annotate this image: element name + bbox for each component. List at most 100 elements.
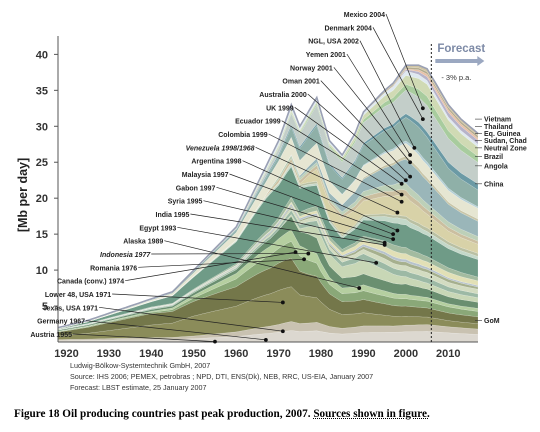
peak-marker-texas-usa-1971: [280, 329, 285, 334]
peak-labels: Austria 1955 Germany 1967 Texas, USA 1971 L…: [30, 12, 425, 344]
x-tick-label: 1990: [351, 348, 375, 360]
peak-marker-austria-1955: [213, 339, 217, 344]
peak-label-australia-2000: Australia 2000: [259, 92, 307, 99]
peak-label-venezuela-1998-1968: Venezuela 1998/1968: [186, 145, 255, 152]
peak-marker-argentina-1998: [395, 228, 400, 233]
leader-line-malaysia-1997: [229, 173, 394, 235]
forecast-arrow: [435, 56, 485, 66]
peak-label-yemen-2001: Yemen 2001: [306, 52, 346, 59]
peak-marker-alaska-1989: [357, 286, 362, 290]
leader-line-yemen-2001: [346, 53, 411, 156]
y-tick-label: 25: [36, 157, 48, 169]
peak-label-malaysia-1997: Malaysia 1997: [182, 172, 229, 179]
leader-line-texas-usa-1971: [99, 306, 283, 332]
peak-marker-canada-conv-1974: [293, 250, 298, 255]
leader-line-uk-1999: [294, 107, 402, 185]
leader-line-denmark-2004: [372, 27, 424, 120]
right-label-eq-guinea: Eq. Guinea: [484, 131, 521, 138]
peak-label-gabon-1997: Gabon 1997: [176, 185, 216, 192]
right-label-gom: GoM: [484, 318, 500, 325]
leader-line-syria-1995: [203, 200, 385, 244]
caption-sources: Sources shown in figure.: [313, 408, 430, 420]
oil-production-chart: 5 10 15 20 25 30 35 40 1920 1930 1940 1950 1960 1970 1…: [16, 12, 527, 360]
peak-marker-lower-48-usa-1971: [280, 300, 285, 305]
figure-caption: Figure 18 Oil producing countries past p…: [14, 408, 430, 420]
leader-line-venezuela-1998-1968: [255, 147, 398, 213]
right-label-brazil: Brazil: [484, 154, 503, 161]
x-tick-label: 1920: [54, 348, 78, 360]
leader-line-india-1995: [190, 213, 385, 246]
forecast-annotation: Forecast - 3% p.a.: [430, 43, 485, 342]
source-line-1: Ludwig-Bölkow-Systemtechnik GmbH, 2007: [70, 361, 211, 370]
peak-label-indonesia-1977: Indonesia 1977: [100, 252, 151, 259]
peak-label-ecuador-1999: Ecuador 1999: [235, 119, 281, 126]
peak-label-austria-1955: Austria 1955: [30, 332, 72, 339]
peak-label-lower-48-usa-1971: Lower 48, USA 1971: [45, 292, 111, 299]
x-tick-label: 2010: [436, 348, 460, 360]
leader-line-gabon-1997: [216, 186, 394, 240]
x-tick-label: 2000: [394, 348, 418, 360]
y-tick-label: 40: [36, 49, 48, 61]
x-tick-label: 1970: [266, 348, 290, 360]
total-production-line: [57, 64, 479, 329]
y-tick-label: 15: [36, 229, 48, 241]
source-line-3: Forecast: LBST estimate, 25 January 2007: [70, 383, 207, 392]
peak-marker-uk-1999: [399, 181, 404, 186]
leader-line-egypt-1993: [177, 226, 377, 264]
peak-marker-ecuador-1999: [399, 192, 404, 197]
leader-line-argentina-1998: [242, 160, 398, 231]
x-tick-label: 1940: [139, 348, 163, 360]
peak-label-ngl-usa-2002: NGL, USA 2002: [308, 39, 359, 46]
peak-label-canada-conv-1974: Canada (conv.) 1974: [57, 279, 124, 286]
peak-label-mexico-2004: Mexico 2004: [344, 12, 385, 19]
y-tick-label: 5: [42, 301, 48, 313]
peak-label-denmark-2004: Denmark 2004: [324, 25, 372, 32]
forecast-label: Forecast: [437, 43, 485, 55]
peak-label-alaska-1989: Alaska 1989: [123, 239, 163, 246]
peak-marker-egypt-1993: [374, 261, 379, 265]
peak-label-colombia-1999: Colombia 1999: [218, 132, 268, 139]
leader-line-ecuador-1999: [281, 120, 402, 195]
x-tick-label: 1960: [224, 348, 248, 360]
peak-label-romania-1976: Romania 1976: [90, 265, 137, 272]
axes: 5 10 15 20 25 30 35 40 1920 1930 1940 1950 1960 1970 1…: [36, 36, 478, 360]
peak-marker-venezuela-1998-1968: [395, 210, 400, 215]
peak-marker-mexico-2004: [420, 106, 425, 111]
stacked-areas: [57, 65, 479, 343]
leader-line-colombia-1999: [268, 133, 402, 203]
peak-marker-malaysia-1997: [391, 232, 396, 237]
leader-line-germany-1967: [86, 320, 266, 341]
leader-line-austria-1955: [72, 333, 215, 342]
right-label-thailand: Thailand: [484, 124, 513, 131]
forecast-rate-label: - 3% p.a.: [441, 73, 471, 82]
peak-marker-romania-1976: [302, 257, 306, 262]
peak-label-texas-usa-1971: Texas, USA 1971: [43, 305, 98, 312]
leader-line-oman-2001: [320, 80, 411, 177]
peak-label-norway-2001: Norway 2001: [290, 65, 333, 72]
leader-line-mexico-2004: [385, 13, 424, 109]
x-tick-label: 1930: [97, 348, 121, 360]
x-tick-label: 1980: [309, 348, 333, 360]
y-tick-label: 30: [36, 121, 48, 133]
peak-marker-syria-1995: [382, 240, 387, 245]
peak-marker-australia-2000: [403, 178, 408, 183]
peak-label-india-1995: India 1995: [156, 212, 190, 219]
peak-marker-germany-1967: [263, 337, 268, 342]
peak-label-argentina-1998: Argentina 1998: [191, 159, 241, 166]
right-label-sudan-chad: Sudan, Chad: [484, 138, 527, 145]
total-outline: [57, 64, 479, 329]
right-label-vietnam: Vietnam: [484, 117, 511, 124]
peak-marker-norway-2001: [408, 160, 413, 165]
leader-line-norway-2001: [333, 67, 411, 163]
right-label-angola: Angola: [484, 163, 508, 170]
y-tick-label: 10: [36, 265, 48, 277]
peak-label-egypt-1993: Egypt 1993: [139, 225, 176, 232]
leader-line-alaska-1989: [164, 240, 360, 289]
peak-label-germany-1967: Germany 1967: [37, 319, 85, 326]
leader-line-romania-1976: [138, 258, 305, 268]
peak-marker-yemen-2001: [408, 153, 413, 157]
peak-marker-denmark-2004: [420, 117, 425, 121]
peak-label-oman-2001: Oman 2001: [282, 79, 319, 86]
caption-main: Figure 18 Oil producing countries past p…: [14, 408, 314, 420]
